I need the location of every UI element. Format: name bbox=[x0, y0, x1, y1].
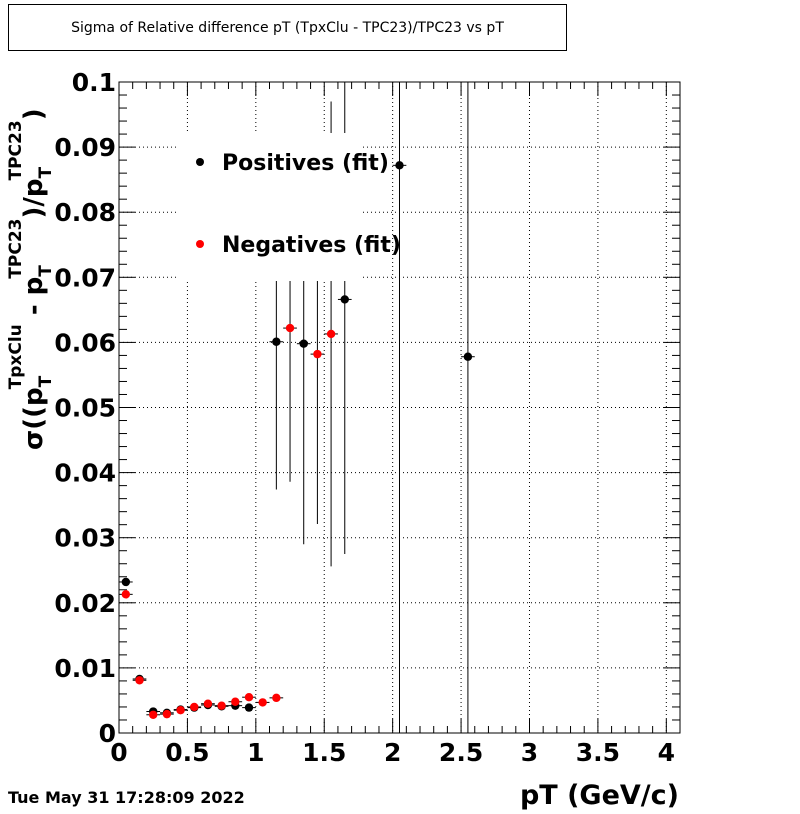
x-tick-label: 1 bbox=[247, 738, 264, 767]
legend-marker-positives bbox=[196, 158, 204, 166]
ylabel-sigma: σ((p bbox=[19, 387, 49, 450]
ylabel-sub2: T bbox=[36, 265, 56, 277]
point-marker bbox=[258, 698, 267, 707]
x-tick-label: 1.5 bbox=[302, 738, 346, 767]
y-axis-label-text: σ((pTTpxClu - pTTPC23)/pTTPC23) bbox=[6, 108, 56, 450]
y-tick-label: 0.01 bbox=[54, 654, 116, 683]
y-tick-labels: 0 0.01 0.02 0.03 0.04 0.05 0.06 0.07 0.08 0.09 0.1 bbox=[54, 68, 116, 748]
ylabel-sup1: TpxClu bbox=[6, 324, 26, 389]
y-tick-label: 0 bbox=[99, 719, 116, 748]
timestamp: Tue May 31 17:28:09 2022 bbox=[8, 788, 245, 807]
point-marker bbox=[217, 701, 226, 710]
data-point bbox=[269, 693, 284, 703]
x-tick-label: 4 bbox=[658, 738, 675, 767]
point-marker bbox=[340, 295, 349, 304]
point-marker bbox=[176, 706, 185, 715]
point-marker bbox=[299, 339, 308, 348]
data-point bbox=[255, 698, 270, 707]
legend-marker-negatives bbox=[196, 240, 204, 248]
ylabel-minus: - p bbox=[19, 277, 49, 325]
y-tick-label: 0.09 bbox=[54, 133, 116, 162]
point-marker bbox=[244, 703, 254, 712]
y-tick-label: 0.1 bbox=[72, 68, 116, 97]
point-marker bbox=[203, 699, 213, 708]
x-tick-label: 0 bbox=[110, 738, 127, 767]
x-tick-label: 2 bbox=[384, 738, 401, 767]
point-marker bbox=[121, 577, 131, 587]
x-tick-label: 2.5 bbox=[439, 738, 483, 767]
point-marker bbox=[285, 323, 295, 333]
point-marker bbox=[190, 702, 199, 712]
point-marker bbox=[395, 161, 404, 170]
legend-label-positives: Positives (fit) bbox=[222, 151, 389, 176]
legend: Positives (fit) Negatives (fit) bbox=[176, 133, 401, 281]
chart-title: Sigma of Relative difference pT (TpxClu … bbox=[71, 19, 504, 36]
data-point bbox=[160, 709, 174, 719]
point-marker bbox=[162, 709, 172, 719]
data-point bbox=[132, 676, 147, 685]
data-point bbox=[242, 692, 256, 702]
data-point bbox=[242, 703, 256, 712]
point-marker bbox=[272, 693, 281, 703]
x-tick-label: 0.5 bbox=[165, 738, 209, 767]
y-tick-label: 0.08 bbox=[54, 198, 116, 227]
point-marker bbox=[272, 337, 281, 346]
data-point bbox=[461, 82, 475, 733]
y-tick-label: 0.04 bbox=[54, 459, 116, 488]
data-point bbox=[119, 577, 133, 587]
data-point bbox=[119, 590, 133, 599]
x-tick-label: 3.5 bbox=[576, 738, 620, 767]
y-tick-label: 0.06 bbox=[54, 328, 116, 357]
point-marker bbox=[121, 590, 131, 599]
data-point bbox=[173, 706, 188, 715]
ylabel-close: ) bbox=[19, 108, 49, 120]
data-point bbox=[187, 702, 202, 712]
y-axis-label: σ((pTTpxClu - pTTPC23)/pTTPC23) bbox=[6, 108, 56, 450]
point-marker bbox=[463, 352, 473, 361]
legend-label-negatives: Negatives (fit) bbox=[222, 233, 401, 258]
x-tick-label: 3 bbox=[521, 738, 538, 767]
y-tick-label: 0.03 bbox=[54, 524, 116, 553]
ylabel-sup2: TPC23 bbox=[6, 219, 26, 279]
data-point bbox=[214, 701, 229, 710]
ylabel-sup3: TPC23 bbox=[6, 120, 26, 180]
x-tick-labels: 0 0.5 1 1.5 2 2.5 3 3.5 4 bbox=[110, 738, 675, 767]
point-marker bbox=[231, 697, 240, 706]
point-marker bbox=[313, 349, 322, 359]
y-tick-label: 0.05 bbox=[54, 394, 116, 423]
data-point bbox=[228, 697, 243, 706]
ylabel-sub1: T bbox=[36, 375, 56, 387]
data-point bbox=[392, 82, 407, 733]
ylabel-slash: )/p bbox=[19, 179, 49, 219]
axis-ticks bbox=[118, 81, 680, 734]
legend-box bbox=[176, 133, 361, 281]
point-marker bbox=[135, 676, 144, 685]
y-tick-label: 0.02 bbox=[54, 589, 116, 618]
data-point bbox=[146, 710, 161, 719]
data-point bbox=[201, 699, 215, 708]
point-marker bbox=[244, 692, 254, 702]
point-marker bbox=[326, 329, 336, 339]
point-marker bbox=[149, 710, 158, 719]
data-points bbox=[119, 82, 475, 733]
ylabel-sub3: T bbox=[36, 167, 56, 179]
x-axis-label: pT (GeV/c) bbox=[519, 780, 679, 811]
y-tick-label: 0.07 bbox=[54, 263, 116, 292]
chart-title-box: Sigma of Relative difference pT (TpxClu … bbox=[8, 4, 567, 51]
